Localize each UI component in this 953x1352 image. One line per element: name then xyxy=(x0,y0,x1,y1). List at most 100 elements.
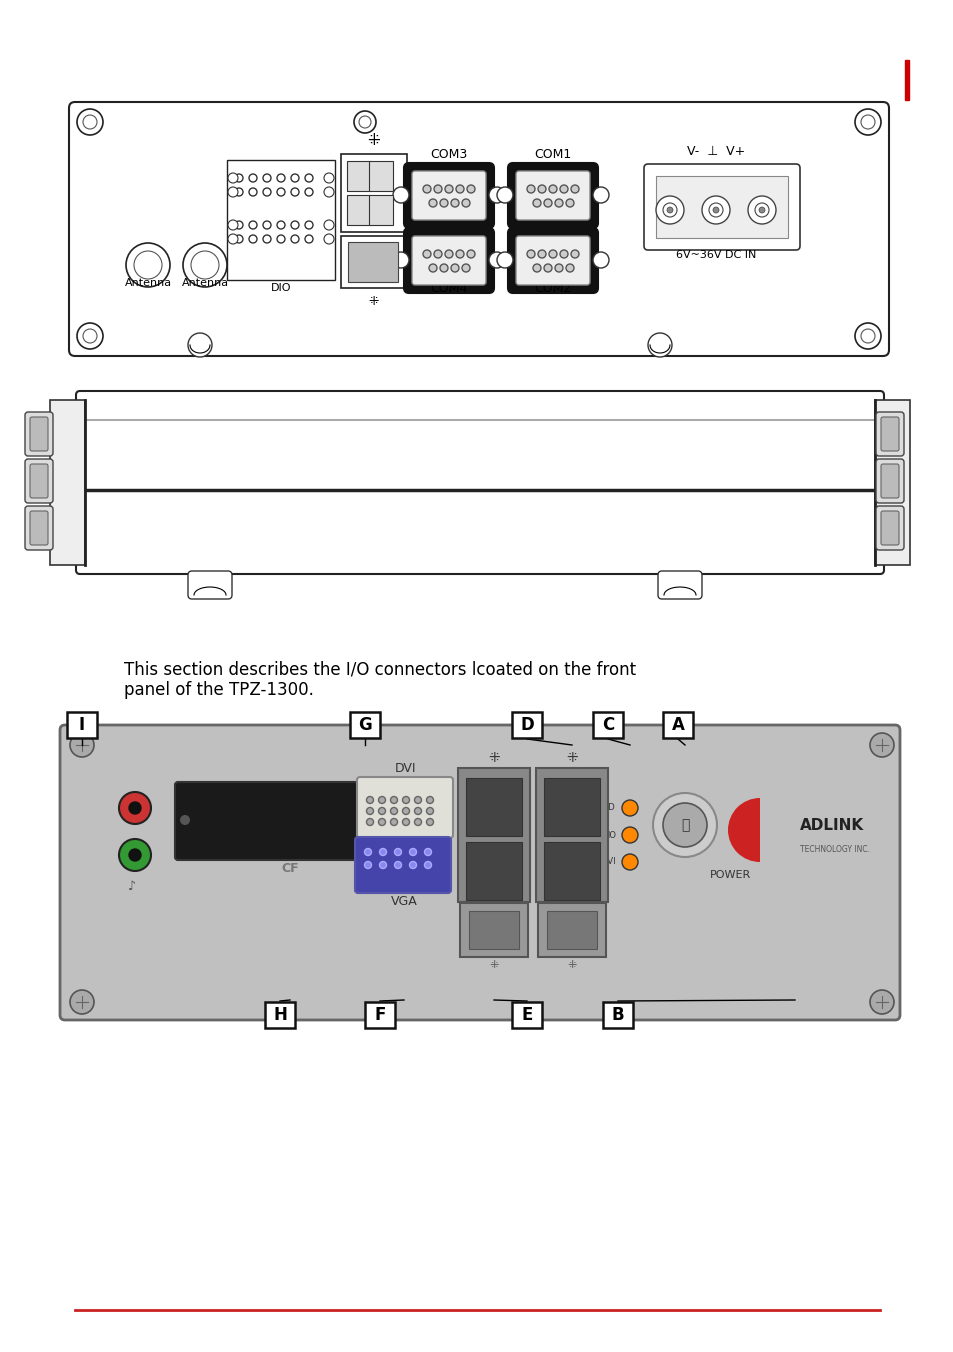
Text: ⁜: ⁜ xyxy=(489,960,498,969)
Circle shape xyxy=(439,264,448,272)
Circle shape xyxy=(276,174,285,183)
Circle shape xyxy=(434,250,441,258)
Circle shape xyxy=(409,849,416,856)
Text: COM1: COM1 xyxy=(534,149,571,161)
Circle shape xyxy=(533,199,540,207)
Circle shape xyxy=(434,185,441,193)
Circle shape xyxy=(555,199,562,207)
FancyBboxPatch shape xyxy=(875,458,903,503)
Circle shape xyxy=(228,220,237,230)
Circle shape xyxy=(571,250,578,258)
FancyBboxPatch shape xyxy=(875,412,903,456)
Circle shape xyxy=(461,199,470,207)
FancyBboxPatch shape xyxy=(30,416,48,452)
Circle shape xyxy=(305,188,313,196)
Circle shape xyxy=(429,264,436,272)
Circle shape xyxy=(712,207,719,214)
Circle shape xyxy=(364,849,371,856)
FancyBboxPatch shape xyxy=(174,781,400,860)
Bar xyxy=(593,713,622,738)
Circle shape xyxy=(621,827,638,844)
FancyBboxPatch shape xyxy=(507,228,598,293)
Text: CF: CF xyxy=(281,863,298,875)
Circle shape xyxy=(324,234,334,243)
Circle shape xyxy=(526,250,535,258)
Circle shape xyxy=(747,196,775,224)
Circle shape xyxy=(234,174,243,183)
Bar xyxy=(662,713,692,738)
Circle shape xyxy=(188,333,212,357)
Circle shape xyxy=(662,803,706,846)
Bar xyxy=(340,237,407,288)
Circle shape xyxy=(191,251,219,279)
FancyBboxPatch shape xyxy=(76,391,883,575)
FancyBboxPatch shape xyxy=(457,768,530,902)
Circle shape xyxy=(133,251,162,279)
Bar xyxy=(465,842,521,900)
Circle shape xyxy=(593,187,608,203)
Wedge shape xyxy=(727,798,760,863)
Circle shape xyxy=(393,187,409,203)
Circle shape xyxy=(390,807,397,814)
Bar xyxy=(350,713,379,738)
Circle shape xyxy=(869,990,893,1014)
Circle shape xyxy=(263,174,271,183)
Circle shape xyxy=(708,203,722,218)
Circle shape xyxy=(647,333,671,357)
Text: B: B xyxy=(611,1006,623,1023)
Circle shape xyxy=(621,800,638,817)
Circle shape xyxy=(497,251,513,268)
Circle shape xyxy=(390,796,397,803)
Circle shape xyxy=(489,187,504,203)
Text: POWER: POWER xyxy=(709,869,750,880)
Circle shape xyxy=(228,187,237,197)
Circle shape xyxy=(354,111,375,132)
Text: Antenna: Antenna xyxy=(124,279,172,288)
Text: DIO: DIO xyxy=(271,283,291,293)
Text: Antenna: Antenna xyxy=(181,279,229,288)
Circle shape xyxy=(869,733,893,757)
Circle shape xyxy=(559,185,567,193)
Circle shape xyxy=(429,199,436,207)
FancyBboxPatch shape xyxy=(403,164,494,228)
FancyBboxPatch shape xyxy=(880,416,898,452)
Circle shape xyxy=(861,329,874,343)
Circle shape xyxy=(621,854,638,869)
Circle shape xyxy=(379,849,386,856)
Circle shape xyxy=(83,115,97,128)
FancyBboxPatch shape xyxy=(459,903,527,957)
FancyBboxPatch shape xyxy=(412,237,485,285)
Circle shape xyxy=(422,185,431,193)
FancyBboxPatch shape xyxy=(69,101,888,356)
Circle shape xyxy=(291,220,298,228)
Text: RESET: RESET xyxy=(569,830,596,840)
Circle shape xyxy=(533,264,540,272)
FancyBboxPatch shape xyxy=(188,571,232,599)
Text: ⁜: ⁜ xyxy=(565,750,578,765)
Circle shape xyxy=(656,196,683,224)
Circle shape xyxy=(444,185,453,193)
Bar xyxy=(656,176,787,238)
Circle shape xyxy=(861,115,874,128)
Circle shape xyxy=(565,199,574,207)
FancyBboxPatch shape xyxy=(30,511,48,545)
Bar xyxy=(365,1002,395,1028)
Circle shape xyxy=(183,243,227,287)
Circle shape xyxy=(424,861,431,868)
Text: ⁜: ⁜ xyxy=(567,960,576,969)
Circle shape xyxy=(378,807,385,814)
Circle shape xyxy=(366,796,374,803)
Text: VID: VID xyxy=(600,803,616,813)
Bar xyxy=(874,400,909,565)
Circle shape xyxy=(263,188,271,196)
Bar xyxy=(227,160,335,280)
Circle shape xyxy=(249,174,256,183)
Circle shape xyxy=(234,235,243,243)
Circle shape xyxy=(402,796,409,803)
Text: C: C xyxy=(601,717,614,734)
Circle shape xyxy=(424,849,431,856)
Circle shape xyxy=(263,235,271,243)
Circle shape xyxy=(548,250,557,258)
FancyBboxPatch shape xyxy=(536,768,607,902)
Bar xyxy=(546,911,597,949)
